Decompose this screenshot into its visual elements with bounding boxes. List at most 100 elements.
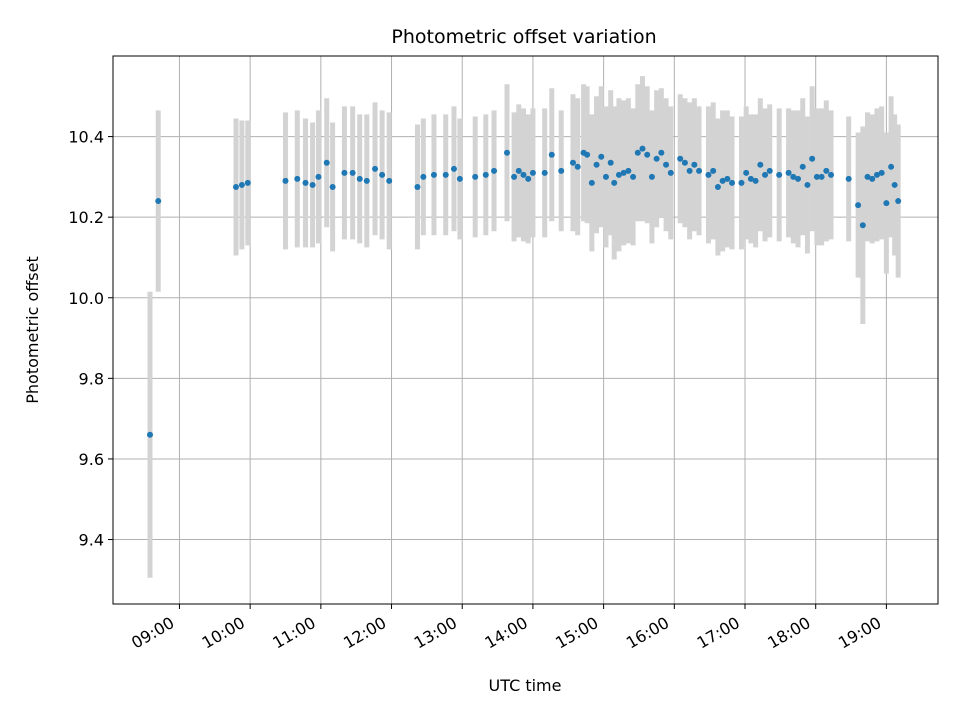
data-point (620, 169, 627, 176)
data-point (639, 145, 646, 152)
data-point (681, 159, 688, 166)
data-point (155, 198, 162, 205)
data-point (869, 175, 876, 182)
chart-title: Photometric offset variation (391, 26, 656, 48)
data-point (456, 175, 463, 182)
y-tick-label: 10.0 (68, 289, 104, 308)
data-point (630, 173, 637, 180)
data-point (648, 173, 655, 180)
data-point (414, 183, 421, 190)
y-tick-label: 10.2 (68, 208, 104, 227)
data-point (363, 177, 370, 184)
data-point (442, 171, 449, 178)
data-point (766, 167, 773, 174)
data-point (823, 167, 830, 174)
data-point (244, 179, 251, 186)
data-point (294, 175, 301, 182)
data-point (515, 167, 522, 174)
data-point (855, 202, 862, 209)
data-point (525, 175, 532, 182)
data-point (663, 161, 670, 168)
data-point (598, 153, 605, 160)
data-point (574, 163, 581, 170)
data-point (762, 171, 769, 178)
data-point (710, 167, 717, 174)
data-point (511, 173, 518, 180)
data-point (323, 159, 330, 166)
data-point (719, 177, 726, 184)
data-point (349, 169, 356, 176)
data-point (813, 173, 820, 180)
data-point (520, 171, 527, 178)
data-point (504, 149, 510, 156)
data-point (341, 169, 348, 176)
data-point (309, 181, 316, 188)
data-point (329, 183, 336, 190)
data-point (799, 163, 806, 170)
x-axis-label: UTC time (489, 676, 562, 695)
data-point (529, 169, 536, 176)
data-point (238, 181, 245, 188)
data-point (686, 167, 693, 174)
data-point (845, 175, 852, 182)
data-point (804, 181, 811, 188)
data-point (859, 222, 866, 229)
data-point (607, 159, 614, 166)
data-point (615, 171, 622, 178)
data-point (634, 149, 641, 156)
data-point (705, 171, 712, 178)
data-point (569, 159, 576, 166)
point-layer (147, 145, 902, 438)
data-point (356, 175, 363, 182)
data-point (895, 198, 902, 205)
data-point (541, 169, 548, 176)
data-point (785, 169, 792, 176)
data-point (379, 171, 386, 178)
data-point (147, 431, 153, 438)
data-point (818, 173, 825, 180)
data-point (729, 179, 736, 186)
data-point (864, 173, 871, 180)
data-point (233, 183, 240, 190)
data-point (658, 149, 665, 156)
data-point (593, 161, 600, 168)
y-tick-label: 9.8 (79, 369, 104, 388)
data-point (625, 167, 632, 174)
data-point (795, 175, 802, 182)
data-point (776, 171, 783, 178)
data-point (828, 171, 835, 178)
data-point (386, 177, 393, 184)
y-tick-label: 9.4 (79, 531, 104, 550)
data-point (888, 163, 895, 170)
data-point (420, 173, 427, 180)
data-point (602, 173, 609, 180)
data-point (790, 173, 797, 180)
data-point (743, 169, 750, 176)
y-tick-label: 10.4 (68, 128, 104, 147)
y-tick-label: 9.6 (79, 450, 104, 469)
data-point (644, 151, 651, 158)
data-point (548, 151, 555, 158)
data-point (450, 165, 457, 172)
data-point (315, 173, 322, 180)
data-point (738, 179, 745, 186)
data-point (891, 181, 898, 188)
data-point (883, 200, 890, 207)
data-point (282, 177, 289, 184)
data-point (611, 179, 618, 186)
data-point (677, 155, 684, 162)
plot-frame (112, 55, 939, 605)
data-point (430, 171, 437, 178)
data-point (372, 165, 379, 172)
data-point (558, 167, 565, 174)
data-point (588, 179, 595, 186)
y-axis-label: Photometric offset (23, 256, 42, 404)
data-point (714, 183, 721, 190)
data-point (691, 161, 698, 168)
data-point (302, 179, 309, 186)
data-point (757, 161, 764, 168)
data-point (752, 177, 759, 184)
data-point (724, 175, 731, 182)
data-point (472, 173, 479, 180)
